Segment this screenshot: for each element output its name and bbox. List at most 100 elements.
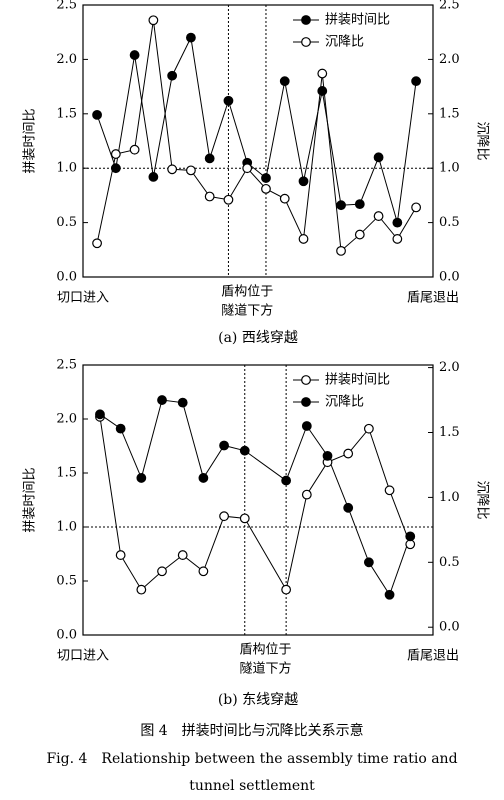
data-point	[186, 165, 196, 176]
y-tick-label: 1.0	[56, 161, 77, 176]
y-tick-label: 0.5	[56, 215, 77, 230]
y-axis-label: 拼装时间比	[23, 467, 38, 532]
y-tick-label: 1.0	[56, 520, 77, 535]
data-point	[392, 217, 403, 228]
data-point	[92, 238, 102, 249]
data-point	[343, 502, 354, 513]
data-point	[148, 15, 159, 26]
y-tick-label: 0.0	[56, 628, 77, 643]
x-annotation: 盾构位于	[239, 643, 291, 658]
y2-tick-label: 0.5	[439, 555, 460, 570]
data-point	[354, 199, 365, 210]
y2-tick-label: 0.5	[439, 215, 460, 230]
data-point	[223, 194, 234, 205]
y2-tick-label: 1.0	[439, 161, 460, 176]
x-annotation: 隧道下方	[239, 661, 291, 677]
chart-caption: (a) 西线穿越	[218, 330, 298, 346]
y2-tick-label: 0.0	[439, 620, 460, 635]
data-point	[186, 32, 196, 43]
data-point	[298, 234, 309, 244]
legend-label: 沉降比	[325, 35, 364, 50]
data-point	[136, 473, 147, 483]
data-point	[198, 473, 209, 483]
data-point	[336, 245, 346, 256]
data-point	[242, 163, 253, 174]
x-annotation: 切口进入	[57, 291, 109, 306]
data-point	[317, 86, 328, 96]
data-point	[363, 557, 374, 568]
legend-marker	[301, 375, 311, 385]
data-point	[136, 584, 147, 595]
data-point	[281, 475, 292, 486]
y2-axis-label: 沉降比	[475, 121, 490, 160]
data-point	[384, 589, 395, 600]
figure-caption-cn: 图 4 拼装时间比与沉降比关系示意	[140, 723, 364, 739]
chart-caption: (b) 东线穿越	[218, 692, 298, 708]
y2-tick-label: 2.0	[439, 360, 460, 375]
y-tick-label: 2.5	[56, 358, 77, 373]
y-tick-label: 0.5	[56, 574, 77, 589]
data-point	[157, 395, 167, 405]
legend-label: 拼装时间比	[325, 373, 390, 388]
y-tick-label: 2.0	[56, 52, 77, 67]
data-point	[177, 397, 188, 408]
data-point	[204, 191, 215, 202]
y2-tick-label: 2.0	[439, 52, 460, 67]
data-point	[129, 144, 140, 155]
data-point	[148, 172, 159, 182]
data-point	[279, 76, 290, 87]
data-point	[281, 584, 292, 595]
y-tick-label: 0.0	[56, 270, 77, 285]
x-annotation: 切口进入	[57, 649, 109, 664]
data-point	[157, 566, 167, 577]
y-tick-label: 2.5	[56, 0, 77, 13]
x-annotation: 盾尾退出	[407, 291, 459, 306]
legend-label: 拼装时间比	[325, 13, 390, 28]
series-line	[99, 399, 411, 596]
data-point	[219, 440, 229, 451]
plot-frame	[82, 4, 434, 278]
legend-marker	[301, 37, 311, 47]
y2-tick-label: 1.5	[439, 425, 460, 440]
x-annotation: 隧道下方	[221, 303, 273, 319]
data-point	[363, 423, 374, 434]
data-point	[301, 421, 312, 431]
data-point	[204, 153, 215, 164]
y2-axis-label: 沉降比	[475, 480, 490, 519]
data-point	[223, 95, 234, 106]
data-point	[219, 511, 229, 522]
series-line	[99, 416, 411, 592]
data-point	[411, 76, 422, 87]
series-line	[96, 35, 417, 223]
data-point	[343, 448, 354, 459]
data-point	[354, 229, 365, 240]
data-point	[129, 50, 140, 60]
data-point	[405, 539, 416, 550]
data-point	[261, 183, 271, 194]
data-point	[279, 193, 290, 204]
data-point	[384, 485, 395, 496]
data-point	[239, 445, 250, 456]
data-point	[336, 200, 346, 211]
data-point	[373, 152, 384, 163]
y-tick-label: 1.5	[56, 106, 77, 121]
y2-tick-label: 2.5	[439, 0, 460, 13]
x-annotation: 盾构位于	[221, 285, 273, 300]
data-point	[177, 550, 188, 560]
plot-frame	[82, 364, 434, 636]
y2-tick-label: 1.0	[439, 490, 460, 505]
data-point	[239, 513, 250, 524]
data-point	[373, 211, 384, 221]
series-line	[96, 20, 417, 252]
data-point	[322, 450, 333, 461]
legend-label: 沉降比	[325, 395, 364, 410]
figure-caption-en: Fig. 4 Relationship between the assembly…	[46, 751, 458, 794]
data-point	[92, 109, 102, 120]
data-point	[110, 163, 121, 174]
data-point	[115, 550, 126, 560]
y2-tick-label: 1.5	[439, 106, 460, 121]
data-point	[261, 173, 271, 183]
data-point	[405, 531, 416, 542]
y2-tick-label: 0.0	[439, 270, 460, 285]
